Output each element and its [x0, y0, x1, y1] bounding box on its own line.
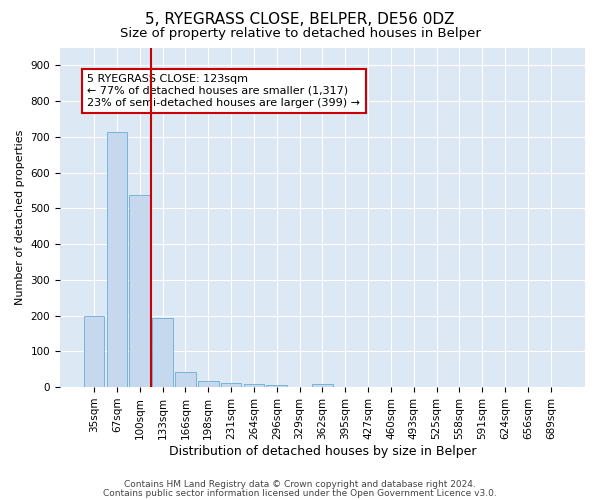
Bar [221, 383, 241, 387]
Bar [107, 132, 127, 387]
Text: 5 RYEGRASS CLOSE: 123sqm
← 77% of detached houses are smaller (1,317)
23% of sem: 5 RYEGRASS CLOSE: 123sqm ← 77% of detach… [87, 74, 360, 108]
Text: 5, RYEGRASS CLOSE, BELPER, DE56 0DZ: 5, RYEGRASS CLOSE, BELPER, DE56 0DZ [145, 12, 455, 28]
Bar [244, 384, 264, 387]
Bar [175, 372, 196, 387]
Text: Contains HM Land Registry data © Crown copyright and database right 2024.: Contains HM Land Registry data © Crown c… [124, 480, 476, 489]
Text: Contains public sector information licensed under the Open Government Licence v3: Contains public sector information licen… [103, 488, 497, 498]
X-axis label: Distribution of detached houses by size in Belper: Distribution of detached houses by size … [169, 444, 476, 458]
Bar [130, 195, 150, 387]
Y-axis label: Number of detached properties: Number of detached properties [15, 130, 25, 305]
Bar [198, 381, 218, 387]
Bar [84, 316, 104, 387]
Bar [312, 384, 333, 387]
Text: Size of property relative to detached houses in Belper: Size of property relative to detached ho… [119, 28, 481, 40]
Bar [266, 386, 287, 387]
Bar [152, 318, 173, 387]
